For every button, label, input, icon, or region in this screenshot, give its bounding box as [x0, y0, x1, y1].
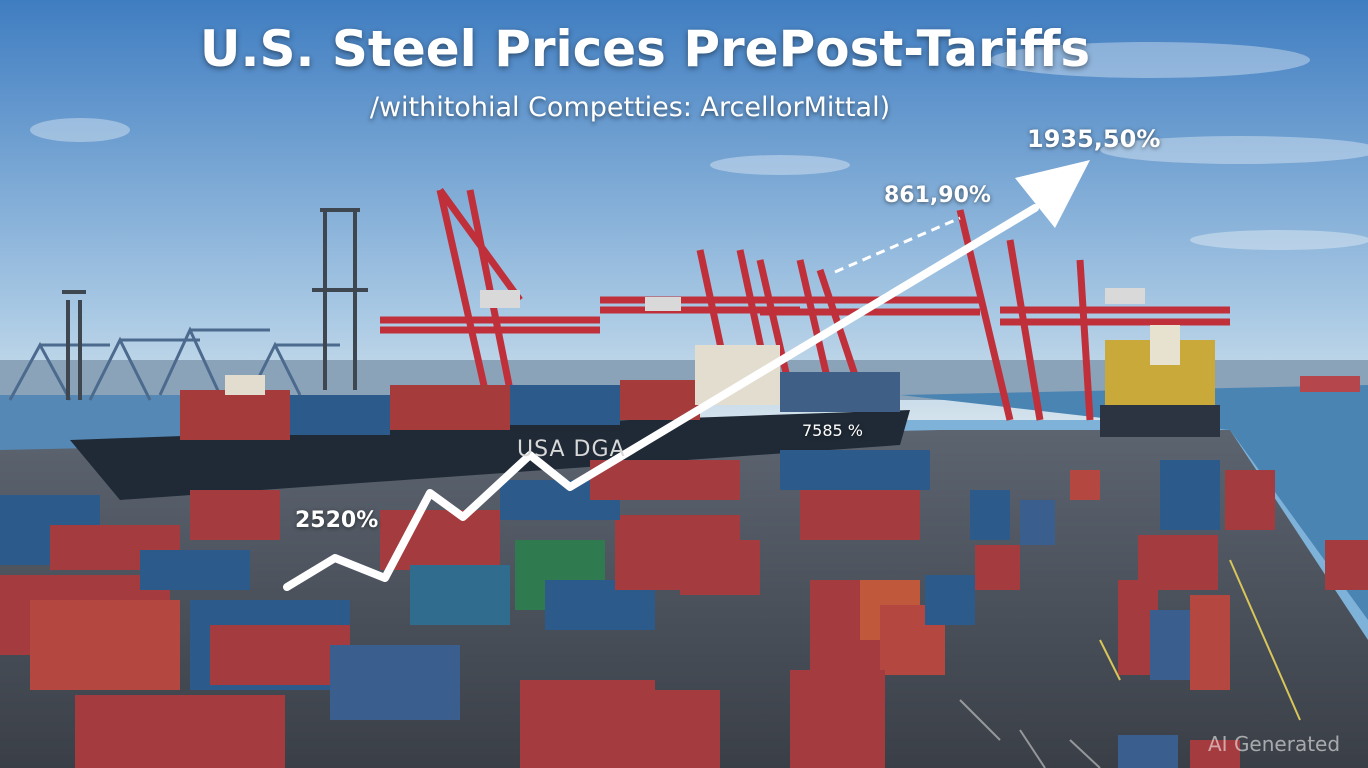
yard-containers	[0, 450, 1368, 768]
far-ship	[1300, 376, 1360, 392]
ship-stack	[180, 345, 900, 440]
price-trend-line	[283, 204, 1039, 591]
container-ship	[70, 345, 910, 500]
chart-title: U.S. Steel Prices PrePost-Tariffs	[199, 20, 1091, 78]
clouds	[30, 42, 1368, 250]
distant-cranes	[8, 326, 340, 401]
lane-markings	[1099, 559, 1301, 721]
water	[900, 385, 1368, 620]
lattice-towers	[62, 208, 368, 400]
watermark: AI Generated	[1208, 732, 1341, 756]
upper-value-label: 861,90%	[884, 183, 991, 208]
dashed-trend-line	[834, 216, 961, 274]
crane-cabins	[480, 288, 1145, 311]
ship-hull-text: USA DGA	[517, 437, 626, 462]
trend-arrowhead	[1015, 160, 1090, 228]
right-ship	[1100, 325, 1220, 437]
chart-subtitle: /withitohial Competties: ArcellorMittal)	[369, 92, 891, 123]
top-value-label: 1935,50%	[1027, 125, 1161, 153]
ship-value-label: 7585 %	[802, 421, 864, 440]
road-lines	[959, 699, 1101, 768]
left-value-label: 2520%	[295, 508, 379, 533]
